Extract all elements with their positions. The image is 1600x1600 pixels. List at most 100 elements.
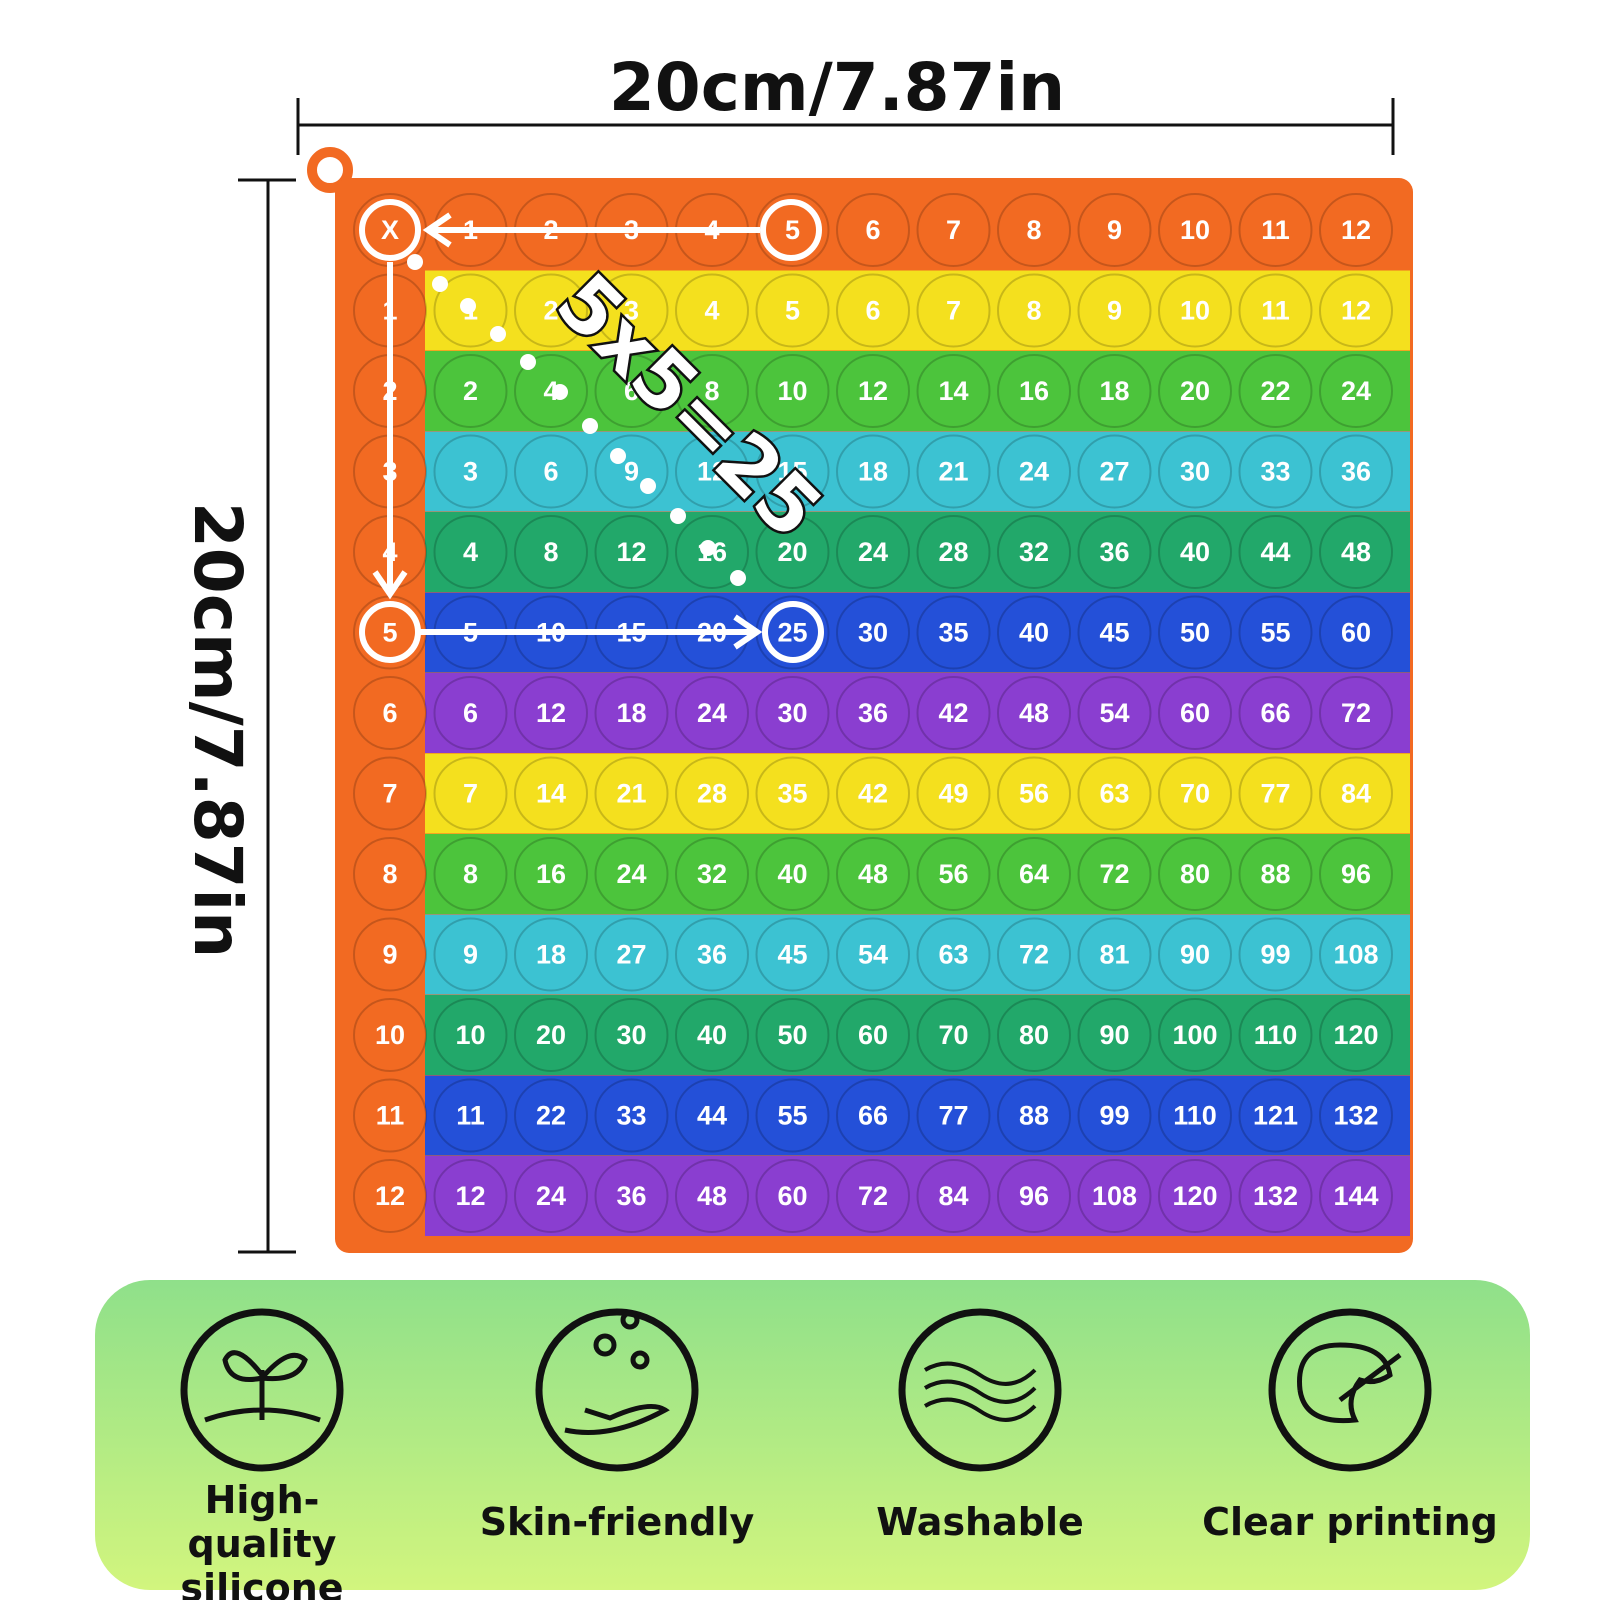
pop-bubble (1077, 837, 1152, 911)
cell-number: 18 (536, 940, 566, 970)
pop-bubble (1077, 193, 1152, 267)
pop-bubble (1077, 515, 1152, 589)
pop-bubble (997, 1078, 1071, 1153)
cell-number: 77 (1260, 779, 1290, 809)
pop-bubble (1238, 756, 1313, 831)
pop-bubble (1077, 917, 1152, 992)
cell-number: 7 (946, 215, 961, 245)
pop-bubble (997, 676, 1071, 750)
pop-bubble (433, 998, 508, 1072)
cell-number: 6 (865, 215, 880, 245)
cell-number: 9 (382, 940, 397, 970)
cell-number: 14 (536, 779, 566, 809)
pop-bubble (916, 354, 991, 428)
cell-number: 110 (1254, 1020, 1298, 1050)
cell-number: 36 (1099, 537, 1129, 567)
cell-number: 55 (777, 1101, 807, 1131)
cell-number: 132 (1333, 1101, 1378, 1131)
cell-number: 8 (1026, 296, 1041, 326)
pop-bubble (755, 998, 830, 1072)
cell-number: 16 (1019, 376, 1049, 406)
pop-bubble (836, 1159, 910, 1233)
pop-bubble (755, 354, 830, 428)
pop-bubble (1238, 354, 1313, 428)
cell-number: 40 (1019, 618, 1049, 648)
cell-number: 3 (624, 296, 639, 326)
cell-number: 6 (382, 698, 397, 728)
pop-bubble (916, 1159, 991, 1233)
pop-bubble (916, 434, 991, 509)
pop-bubble (997, 595, 1071, 670)
pop-bubble (836, 837, 910, 911)
grid: X123456789101112112345678910111222468101… (353, 193, 1410, 1236)
cell-number: 120 (1333, 1020, 1378, 1050)
cell-number: 10 (777, 376, 807, 406)
pop-bubble (353, 917, 427, 992)
pop-bubble (836, 595, 910, 670)
cell-number: 40 (777, 859, 807, 889)
pop-bubble (1158, 1078, 1232, 1153)
pop-bubble (1238, 595, 1313, 670)
example-arrows (359, 199, 824, 663)
cell-number: 11 (1261, 215, 1290, 245)
cell-number: 12 (858, 376, 888, 406)
cell-number: 90 (1099, 1020, 1129, 1050)
cell-number: 60 (858, 1020, 888, 1050)
pop-bubble (836, 193, 910, 267)
cell-number: 77 (938, 1101, 968, 1131)
cell-number: 21 (616, 779, 646, 809)
pop-bubble (755, 273, 830, 348)
pop-bubble (997, 434, 1071, 509)
cell-number: 88 (1019, 1101, 1049, 1131)
cell-number: 24 (536, 1181, 566, 1211)
pop-bubble (594, 354, 669, 428)
cell-number: 49 (938, 779, 968, 809)
pop-bubble (916, 273, 991, 348)
pop-bubble (836, 354, 910, 428)
cell-number: 24 (616, 859, 646, 889)
pop-bubble (1319, 756, 1393, 831)
pop-bubble (1158, 354, 1232, 428)
cell-number: 48 (1019, 698, 1049, 728)
pop-bubble (916, 837, 991, 911)
pop-bubble (755, 917, 830, 992)
cell-number: 63 (1099, 779, 1129, 809)
cell-number: 10 (375, 1020, 405, 1050)
cell-number: 36 (616, 1181, 646, 1211)
cell-number: 8 (382, 859, 397, 889)
pop-bubble (1238, 515, 1313, 589)
pop-bubble (675, 756, 749, 831)
pop-bubble (1238, 998, 1313, 1072)
pop-bubble (1319, 1159, 1393, 1233)
cell-number: 8 (463, 859, 478, 889)
cell-number: 12 (1341, 215, 1371, 245)
pop-bubble (1158, 998, 1232, 1072)
features-panel (95, 1280, 1530, 1590)
pop-bubble (1238, 1078, 1313, 1153)
cell-number: 6 (865, 296, 880, 326)
pop-bubble (1238, 193, 1313, 267)
pop-bubble (594, 998, 669, 1072)
pop-bubble (836, 515, 910, 589)
cell-number: 12 (1341, 296, 1371, 326)
pop-bubble (1319, 676, 1393, 750)
cell-number: 30 (858, 618, 888, 648)
pop-bubble (1319, 193, 1393, 267)
cell-number: 12 (536, 698, 566, 728)
pop-bubble (1238, 676, 1313, 750)
pop-bubble (1238, 837, 1313, 911)
cell-number: 11 (456, 1101, 485, 1131)
pop-bubble (1158, 756, 1232, 831)
pop-bubble (836, 998, 910, 1072)
cell-number: 27 (616, 940, 646, 970)
cell-number: 84 (1341, 779, 1371, 809)
pop-bubble (594, 917, 669, 992)
pop-bubble (755, 676, 830, 750)
pop-bubble (675, 1078, 749, 1153)
pop-bubble (1238, 1159, 1313, 1233)
cell-number: 32 (697, 859, 727, 889)
pop-bubble (675, 354, 749, 428)
cell-number: 50 (777, 1020, 807, 1050)
diagonal-dots (407, 254, 746, 586)
pop-bubble (755, 1078, 830, 1153)
